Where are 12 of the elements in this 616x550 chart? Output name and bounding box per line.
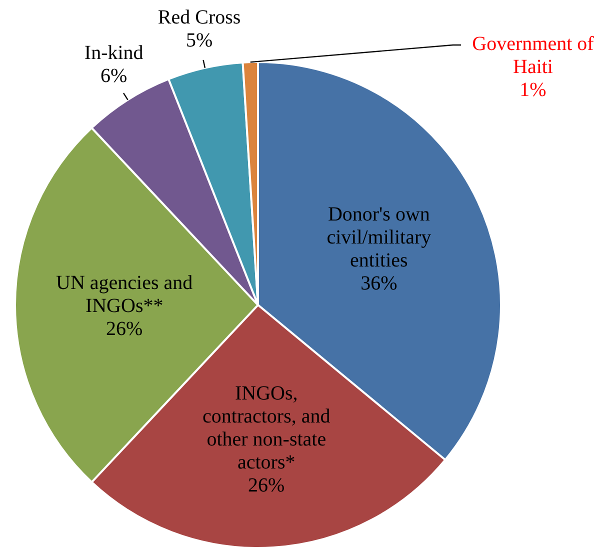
data-label: 26%	[106, 318, 143, 340]
data-label: 6%	[100, 64, 128, 87]
slice-label: UN agencies and INGOs**	[56, 272, 193, 317]
data-label: 36%	[360, 272, 398, 295]
slice-label: In-kind	[84, 42, 144, 64]
data-label: 1%	[520, 79, 546, 101]
data-label: 26%	[248, 474, 285, 496]
slice-label: INGOs, contractors, and other non-state actors*	[202, 382, 330, 474]
slice-label: Donor's own civil/military entities	[326, 204, 432, 272]
data-label: 5%	[186, 29, 213, 52]
slice-label: Red Cross	[158, 6, 241, 28]
slice-label: Government of Haiti	[472, 33, 594, 78]
